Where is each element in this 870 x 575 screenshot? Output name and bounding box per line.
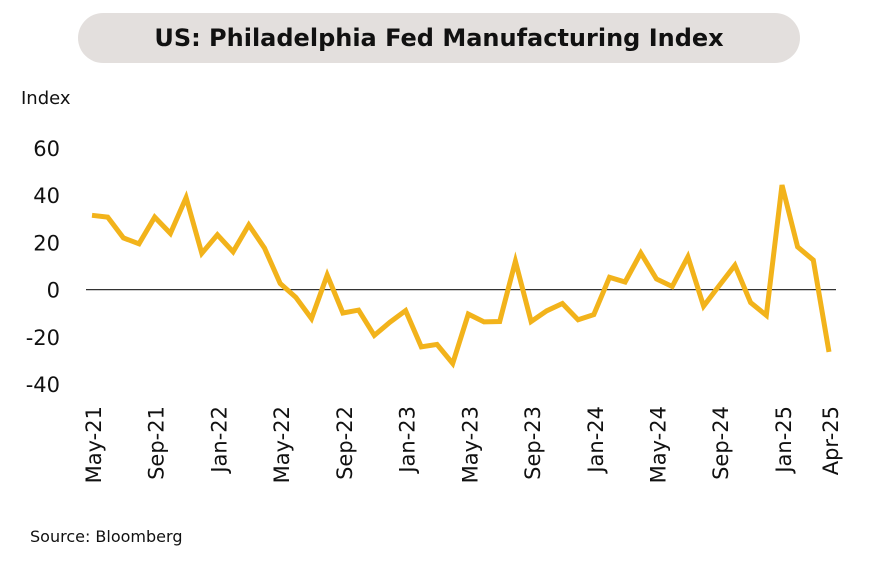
- x-tick-label: Sep-24: [709, 406, 733, 480]
- x-tick-label: May-24: [647, 406, 671, 483]
- x-tick-label: May-21: [82, 406, 106, 483]
- y-tick-label: 40: [33, 184, 60, 208]
- y-tick-label: -20: [26, 326, 60, 350]
- y-tick-labels: 60 40 20 0 -20 -40: [26, 137, 60, 397]
- series-line-group: [91, 184, 832, 369]
- series-line: [91, 184, 832, 369]
- x-tick-label: Jan-22: [207, 406, 231, 475]
- y-tick-label: 20: [33, 231, 60, 255]
- x-tick-labels: May-21 Sep-21 Jan-22 May-22 Sep-22 Jan-23 May-…: [82, 406, 843, 483]
- x-tick-label: Jan-24: [584, 406, 608, 475]
- x-tick-label: Apr-25: [819, 406, 843, 475]
- x-tick-label: May-23: [458, 406, 482, 483]
- x-tick-label: Sep-22: [333, 406, 357, 480]
- x-tick-label: Jan-25: [772, 406, 796, 475]
- y-tick-label: 0: [47, 279, 60, 303]
- x-tick-label: May-22: [270, 406, 294, 483]
- chart-title: US: Philadelphia Fed Manufacturing Index: [78, 13, 800, 63]
- x-tick-label: Sep-21: [145, 406, 169, 480]
- y-tick-label: -40: [26, 373, 60, 397]
- y-axis-label: Index: [21, 88, 71, 109]
- x-tick-label: Sep-23: [521, 406, 545, 480]
- source-note: Source: Bloomberg: [30, 527, 183, 546]
- y-tick-label: 60: [33, 137, 60, 161]
- x-tick-label: Jan-23: [396, 406, 420, 475]
